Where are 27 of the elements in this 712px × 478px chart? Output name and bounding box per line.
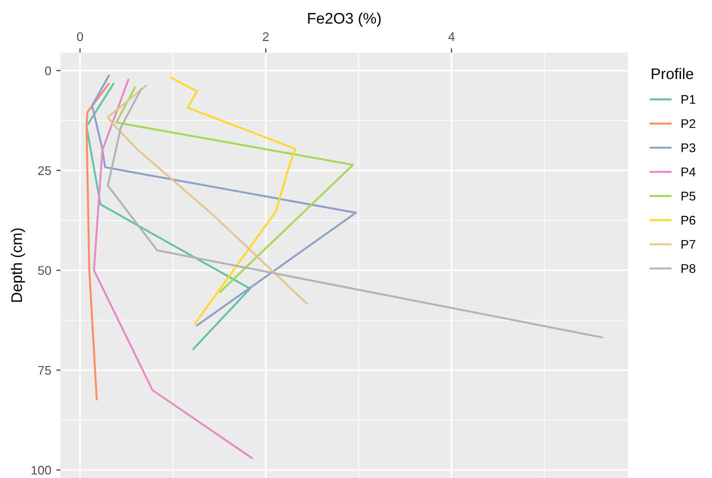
line-series	[91, 74, 357, 326]
y-tick-label: 0	[45, 66, 52, 76]
legend-title: Profile	[652, 68, 694, 80]
x-tick-label: 4	[448, 32, 455, 41]
legend-label: P1	[682, 95, 696, 104]
y-tick-label: 50	[38, 266, 52, 275]
legend-label: P5	[682, 192, 696, 200]
x-tick-label: 2	[262, 32, 269, 41]
legend-label: P4	[682, 168, 696, 176]
line-series	[106, 88, 603, 338]
line-series	[170, 76, 296, 324]
legend-label: P6	[682, 216, 696, 225]
line-series	[106, 84, 308, 304]
y-axis-title: Depth (cm)	[10, 228, 26, 302]
legend-label: P3	[682, 143, 696, 152]
legend-label: P7	[682, 240, 696, 249]
x-axis-title: Fe2O3 (%)	[308, 12, 381, 27]
y-tick-label: 100	[32, 466, 52, 475]
y-tick-label: 75	[38, 366, 51, 375]
line-series	[86, 82, 251, 350]
x-tick-label: 0	[77, 32, 84, 42]
y-tick-label: 25	[38, 166, 51, 176]
legend-label: P2	[682, 119, 696, 128]
line-series	[92, 78, 253, 459]
line-series	[86, 82, 110, 400]
line-series	[115, 86, 354, 293]
legend-label: P8	[682, 264, 696, 273]
